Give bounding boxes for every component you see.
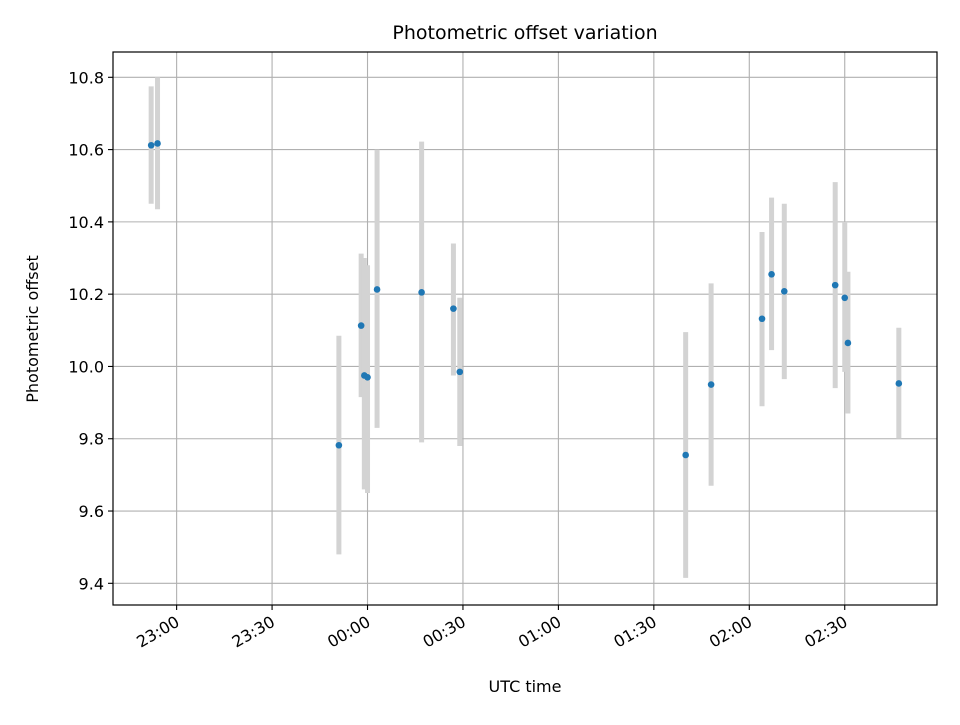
data-point bbox=[147, 141, 155, 149]
grid bbox=[113, 52, 937, 605]
data-point bbox=[418, 289, 425, 296]
data-point bbox=[831, 281, 839, 289]
y-tick-label: 10.4 bbox=[68, 213, 104, 232]
data-point bbox=[357, 322, 365, 329]
y-tick-label: 10.6 bbox=[68, 141, 104, 160]
data-point bbox=[364, 373, 371, 381]
chart-title: Photometric offset variation bbox=[392, 22, 657, 44]
data-point bbox=[373, 286, 381, 293]
data-point bbox=[450, 305, 457, 312]
data-point bbox=[682, 451, 689, 459]
data-point bbox=[841, 294, 849, 302]
y-axis-title: Photometric offset bbox=[23, 255, 42, 403]
y-tick-label: 9.8 bbox=[79, 430, 104, 449]
data-point bbox=[780, 287, 788, 295]
data-point bbox=[895, 380, 903, 387]
y-tick-label: 10.2 bbox=[68, 285, 104, 304]
data-point bbox=[768, 270, 775, 278]
y-tick-label: 10.0 bbox=[68, 357, 104, 376]
y-tick-label: 10.8 bbox=[68, 68, 104, 87]
data-point bbox=[758, 315, 766, 323]
data-point bbox=[456, 368, 464, 376]
data-point bbox=[707, 381, 715, 388]
plot-area-frame bbox=[112, 51, 938, 606]
data-point bbox=[154, 140, 161, 147]
x-axis-title: UTC time bbox=[489, 677, 562, 696]
y-tick-label: 9.6 bbox=[79, 502, 104, 521]
data-points bbox=[147, 140, 903, 459]
data-point bbox=[844, 339, 852, 347]
y-tick-label: 9.4 bbox=[79, 574, 104, 593]
data-point bbox=[335, 441, 343, 449]
